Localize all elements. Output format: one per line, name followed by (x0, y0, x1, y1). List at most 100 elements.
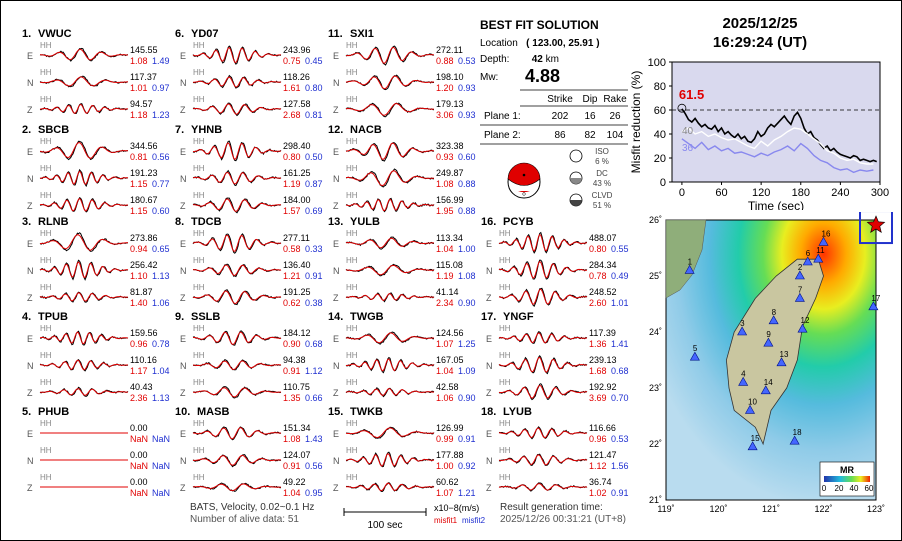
y-tick-label: 60 (654, 105, 666, 117)
channel-code: HH (40, 419, 52, 428)
peak-amplitude: 180.67 (130, 195, 158, 205)
synthetic-trace (345, 453, 435, 467)
channel-code: HH (346, 473, 358, 482)
synthetic-trace (498, 384, 587, 399)
location-label: Location (480, 38, 518, 49)
misfit2-value: 0.66 (305, 393, 323, 403)
station-name: TWGB (350, 311, 384, 323)
peak-amplitude: 41.14 (436, 287, 459, 297)
legend-title: MR (840, 465, 854, 475)
misfit1-value: 1.15 (130, 206, 148, 216)
lat-tick-label: 22˚ (649, 439, 662, 449)
synthetic-trace (346, 170, 435, 187)
misfit2-value: 0.38 (305, 298, 323, 308)
plane-header: Dip (582, 94, 597, 105)
station-panel: 3. RLNB E HH 273.860.94 0.65 N HH 256.421.10 1.13… (22, 216, 170, 308)
synthetic-trace (39, 48, 128, 61)
station-id: 6 (806, 249, 811, 258)
misfit2-value: 0.88 (458, 179, 476, 189)
misfit2-value: 0.78 (152, 339, 170, 349)
misfit2-value: 1.49 (152, 56, 170, 66)
station-panel: 18. LYUB E HH 116.660.96 0.53 N HH 121.471.12 1.5… (481, 406, 629, 498)
location-value: ( 123.00, 25.91 ) (526, 38, 600, 49)
result-time: Result generation time: 2025/12/26 00:31… (500, 502, 626, 526)
y-tick-label: 100 (648, 58, 666, 69)
synthetic-trace (345, 332, 434, 344)
channel-code: HH (193, 256, 205, 265)
station-marker (768, 315, 779, 325)
peak-amplitude: 323.38 (436, 141, 464, 151)
peak-amplitude: 49.22 (283, 477, 306, 487)
misfit2-value: 0.45 (305, 56, 323, 66)
synthetic-trace (39, 197, 128, 212)
station-number: 16. (481, 216, 496, 228)
component-label: Z (333, 388, 339, 398)
station-panel: 16. PCYB E HH 488.070.80 0.55 N HH 284.340.78 0.4… (481, 216, 629, 308)
peak-amplitude: 192.92 (589, 382, 617, 392)
peak-amplitude: 116.66 (589, 423, 616, 433)
component-label: E (486, 429, 492, 439)
epicenter-star (866, 215, 886, 233)
synthetic-trace (498, 427, 587, 439)
misfit2-value: 0.97 (152, 83, 170, 93)
component-label: N (333, 266, 340, 276)
peak-amplitude: 159.56 (130, 328, 158, 338)
peak-amplitude: 249.87 (436, 168, 464, 178)
synthetic-trace (192, 103, 282, 115)
misfit1-value: NaN (130, 461, 148, 471)
station-name: TPUB (38, 311, 68, 323)
component-label: Z (180, 105, 186, 115)
lat-tick-label: 24˚ (649, 327, 662, 337)
misfit2-value: 0.68 (611, 366, 629, 376)
component-label: N (27, 78, 34, 88)
station-panel: 9. SSLB E HH 184.120.90 0.68 N HH 94.380.91 1.12 Z… (175, 311, 323, 403)
channel-code: HH (346, 95, 358, 104)
scale-label: 100 sec (367, 520, 402, 531)
result-time-value: 2025/12/26 00:31:21 (UT+8) (500, 514, 626, 525)
station-name: RLNB (38, 216, 69, 228)
depth-label: Depth: (480, 54, 510, 65)
channel-code: HH (346, 324, 358, 333)
station-number: 9. (175, 311, 184, 323)
nodal-planes: Strike Dip Rake Plane 1: 202 16 26 Plane 2: 86 82… (480, 89, 628, 210)
station-name: NACB (350, 124, 382, 136)
station-name: MASB (197, 406, 229, 418)
misfit1-value: 1.40 (130, 298, 148, 308)
best-value-label: 61.5 (679, 87, 704, 102)
synthetic-trace (345, 46, 435, 64)
station-id: 12 (801, 316, 810, 325)
synthetic-trace (192, 171, 281, 185)
misfit2-value: 1.12 (305, 366, 323, 376)
component-label: E (333, 51, 339, 61)
station-name: SBCB (38, 124, 69, 136)
misfit1-value: 1.35 (283, 393, 301, 403)
peak-amplitude: 124.56 (436, 328, 464, 338)
y-tick-label: 20 (654, 153, 666, 165)
synthetic-trace (193, 454, 281, 466)
component-label: N (27, 456, 34, 466)
misfit1-value: 0.91 (283, 366, 301, 376)
misfit2-value: 1.13 (152, 271, 170, 281)
observed-trace (498, 231, 588, 254)
beachball-lower (518, 191, 530, 193)
synthetic-trace (345, 75, 434, 90)
component-label: N (333, 174, 340, 184)
peak-amplitude: 156.99 (436, 195, 464, 205)
channel-code: HH (346, 191, 358, 200)
channel-code: HH (193, 473, 205, 482)
component-label: Z (333, 293, 339, 303)
channel-code: HH (40, 446, 52, 455)
component-label: E (333, 334, 339, 344)
synthetic-trace (345, 237, 434, 249)
misfit1-value: 1.04 (436, 366, 454, 376)
misfit2-value: 0.53 (611, 434, 629, 444)
synthetic-trace (499, 483, 587, 491)
synthetic-trace (40, 234, 128, 251)
station-marker (747, 441, 758, 451)
component-label: N (180, 266, 187, 276)
synthetic-trace (192, 427, 282, 440)
synthetic-trace (345, 388, 434, 396)
synthetic-trace (39, 142, 128, 159)
station-name: VWUC (38, 28, 72, 40)
